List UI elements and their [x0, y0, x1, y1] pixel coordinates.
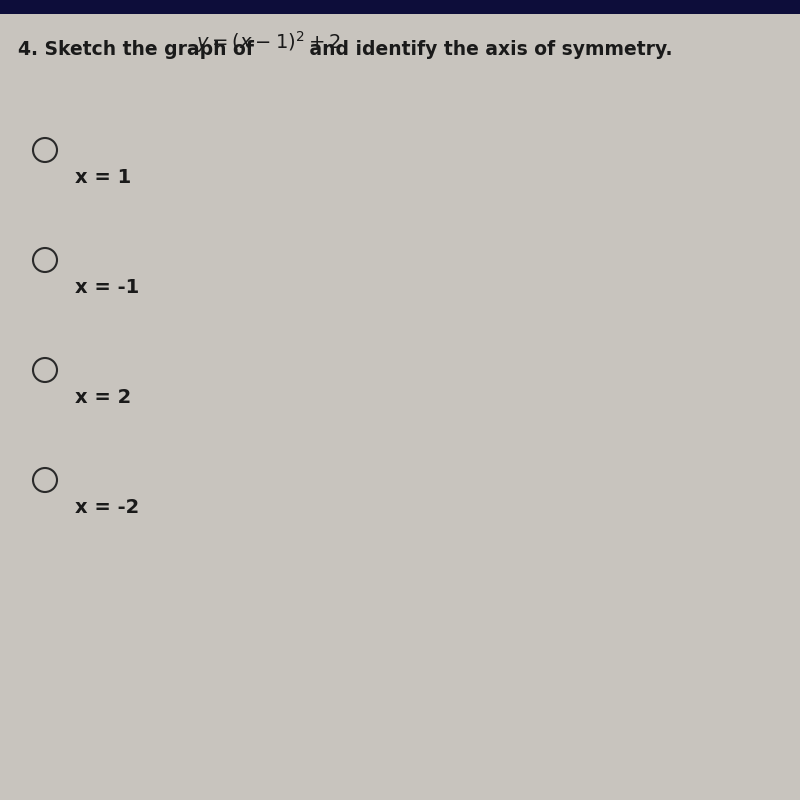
Text: 4. Sketch the graph of: 4. Sketch the graph of: [18, 40, 260, 59]
Text: x = 2: x = 2: [75, 388, 131, 407]
Text: x = -2: x = -2: [75, 498, 139, 517]
Text: $y=(x-1)^2+2$: $y=(x-1)^2+2$: [196, 30, 341, 55]
Text: x = 1: x = 1: [75, 168, 131, 187]
Text: x = -1: x = -1: [75, 278, 139, 297]
Bar: [0, 0, 800, 14]
Text: and identify the axis of symmetry.: and identify the axis of symmetry.: [303, 40, 673, 59]
